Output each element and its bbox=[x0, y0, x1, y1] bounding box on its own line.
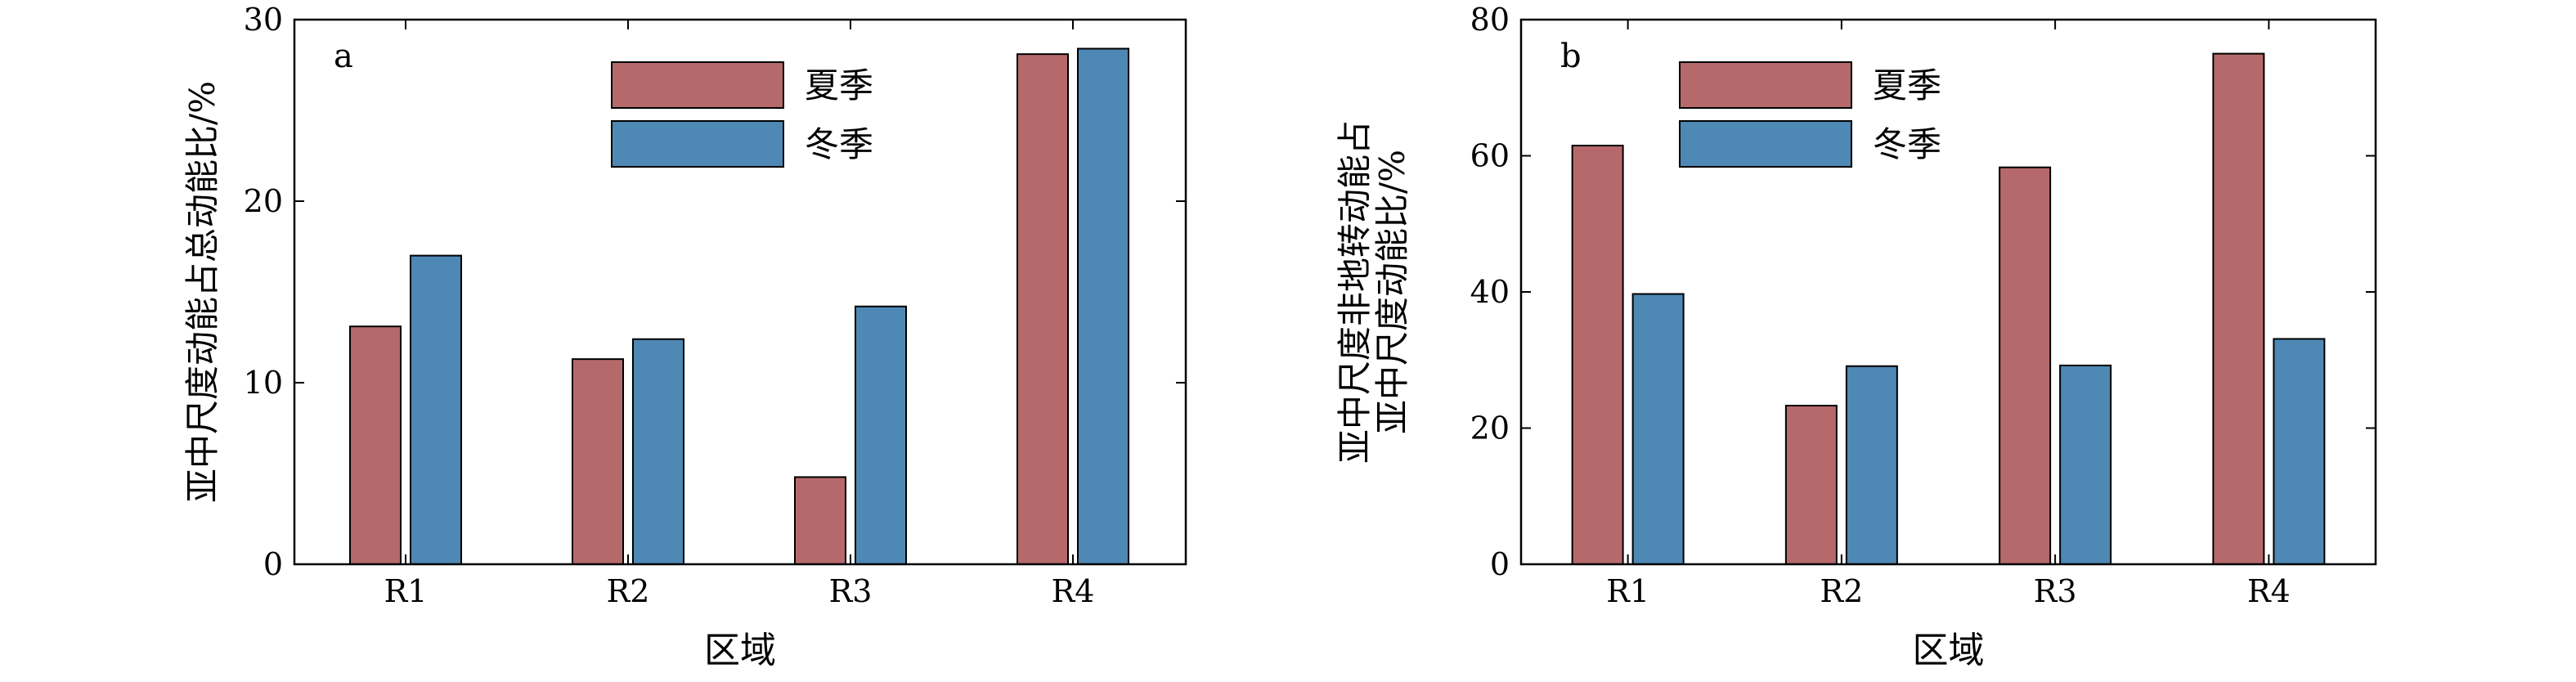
bar-r2-summer bbox=[1784, 405, 1838, 565]
legend-label-winter: 冬季 bbox=[1873, 124, 1941, 164]
panel-label: b bbox=[1560, 38, 1582, 75]
axes-frame bbox=[293, 18, 1187, 566]
x-tick-label: R3 bbox=[2034, 573, 2077, 609]
bar-r3-winter bbox=[2059, 364, 2112, 565]
bar-r2-summer bbox=[572, 358, 624, 566]
x-tick-label: R2 bbox=[607, 573, 650, 609]
legend-swatch-summer bbox=[1679, 61, 1852, 109]
y-tick-label: 80 bbox=[1470, 2, 1510, 38]
x-tick-label: R3 bbox=[829, 573, 873, 609]
legend-label-winter: 冬季 bbox=[805, 124, 873, 164]
panel-label: a bbox=[334, 38, 353, 75]
legend-swatch-summer bbox=[611, 61, 784, 109]
legend-swatch-winter bbox=[1679, 120, 1852, 168]
x-tick-label: R1 bbox=[384, 573, 428, 609]
bar-r1-winter bbox=[410, 254, 462, 565]
axes-frame bbox=[1519, 18, 2377, 566]
x-tick-label: R2 bbox=[1820, 573, 1863, 609]
x-tick-label: R4 bbox=[2247, 573, 2291, 609]
bar-r2-winter bbox=[1845, 365, 1898, 565]
bar-r4-winter bbox=[2273, 338, 2326, 565]
y-axis-label: 亚中尺度动能占总动能比/% bbox=[182, 81, 222, 503]
bar-r2-winter bbox=[632, 338, 684, 565]
bar-r4-summer bbox=[1016, 53, 1069, 566]
y-tick-label: 20 bbox=[244, 183, 283, 219]
y-tick-label: 10 bbox=[244, 365, 283, 401]
y-tick-label: 60 bbox=[1470, 138, 1510, 174]
bar-r1-winter bbox=[1631, 293, 1685, 565]
x-tick-label: R4 bbox=[1052, 573, 1095, 609]
x-axis-label: 区域 bbox=[1913, 630, 1985, 671]
bar-r3-summer bbox=[794, 476, 846, 565]
y-tick-label: 40 bbox=[1470, 274, 1510, 310]
y-tick-label: 30 bbox=[244, 2, 283, 38]
x-tick-label: R1 bbox=[1606, 573, 1649, 609]
x-axis-label: 区域 bbox=[704, 630, 776, 671]
legend-swatch-winter bbox=[611, 120, 784, 168]
y-tick-label: 0 bbox=[1490, 546, 1510, 582]
bar-r1-summer bbox=[349, 325, 402, 565]
y-axis-label: 亚中尺度动能比/% bbox=[1372, 150, 1412, 434]
bar-r4-summer bbox=[2212, 52, 2265, 565]
bar-r4-winter bbox=[1077, 47, 1129, 565]
y-tick-label: 0 bbox=[263, 546, 283, 582]
bar-r3-winter bbox=[855, 305, 907, 565]
bar-r3-summer bbox=[1999, 166, 2052, 565]
legend-label-summer: 夏季 bbox=[805, 65, 873, 105]
legend-label-summer: 夏季 bbox=[1873, 65, 1941, 105]
y-tick-label: 20 bbox=[1470, 411, 1510, 446]
y-axis-label: 亚中尺度非地转动能占 bbox=[1335, 120, 1375, 464]
bar-r1-summer bbox=[1571, 145, 1624, 565]
